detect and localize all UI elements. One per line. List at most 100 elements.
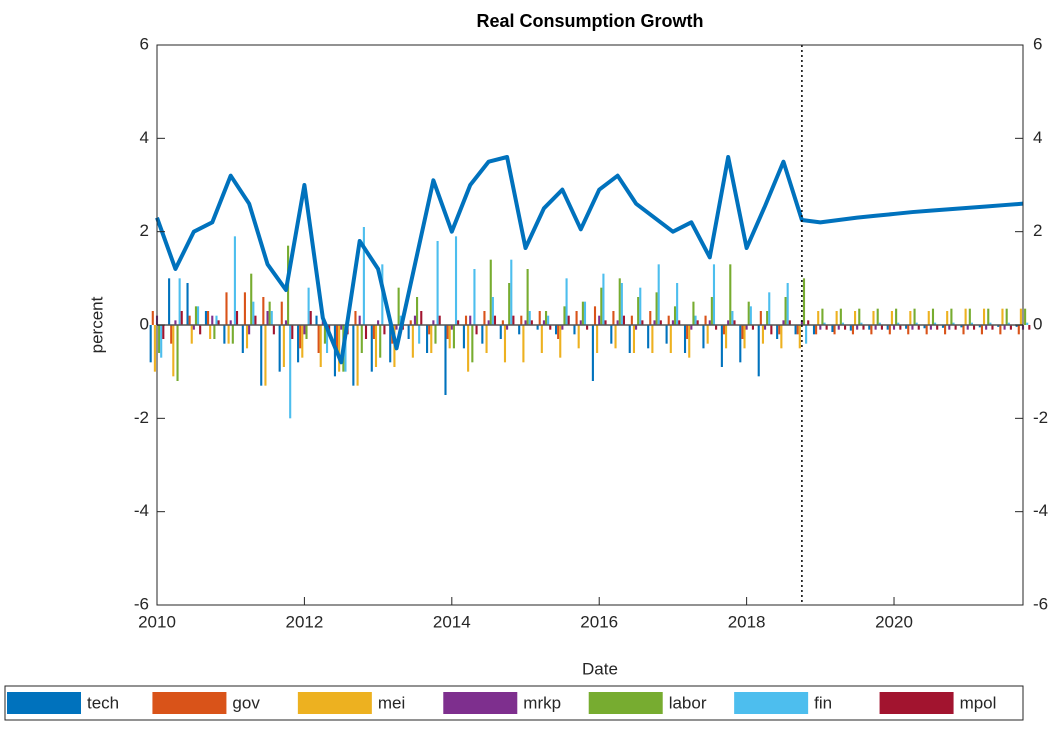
- bar: [557, 325, 560, 339]
- bar: [849, 325, 852, 331]
- bar: [970, 322, 973, 325]
- bar: [199, 325, 202, 335]
- bar: [188, 315, 191, 325]
- bar: [379, 325, 382, 358]
- bar: [931, 308, 935, 325]
- bar: [694, 315, 697, 325]
- bar: [819, 325, 822, 330]
- bar: [706, 325, 709, 344]
- y-axis-label: percent: [87, 296, 106, 353]
- bar: [780, 325, 783, 349]
- bar: [817, 311, 820, 325]
- bar: [338, 325, 341, 372]
- x-tick-label: 2012: [285, 612, 323, 631]
- bar: [272, 325, 275, 335]
- y-tick-label: 2: [140, 221, 149, 240]
- x-tick-label: 2014: [433, 612, 471, 631]
- bar: [319, 325, 322, 367]
- bar: [692, 301, 695, 325]
- bar: [508, 283, 511, 325]
- bar: [805, 325, 808, 344]
- bar: [978, 325, 981, 328]
- bar: [856, 325, 859, 330]
- bar: [876, 308, 879, 325]
- bar: [964, 308, 967, 325]
- bar: [696, 320, 699, 325]
- bar: [686, 325, 689, 339]
- bar: [925, 325, 928, 335]
- y2-tick-label: 0: [1033, 314, 1042, 333]
- bar: [430, 325, 433, 353]
- bar: [270, 311, 273, 325]
- bar: [364, 325, 368, 339]
- bar: [639, 287, 642, 325]
- bar: [812, 325, 816, 335]
- bar: [909, 311, 912, 325]
- bar: [471, 325, 474, 363]
- bar: [536, 325, 539, 330]
- bar: [289, 325, 292, 419]
- bar: [581, 301, 584, 325]
- bar: [280, 301, 283, 325]
- bar: [745, 325, 748, 330]
- bar: [612, 311, 615, 325]
- bar: [291, 325, 294, 339]
- bar: [784, 297, 787, 325]
- bar: [178, 278, 181, 325]
- bar: [966, 325, 969, 330]
- bar: [491, 297, 494, 325]
- bar: [303, 325, 306, 335]
- legend-label: mpol: [960, 693, 997, 712]
- bar: [651, 325, 654, 353]
- bar: [158, 325, 161, 353]
- bar: [297, 325, 300, 363]
- bar: [526, 269, 529, 325]
- bar: [362, 227, 365, 325]
- bar: [725, 325, 728, 349]
- bar: [176, 325, 179, 381]
- bar: [807, 320, 810, 325]
- bar: [897, 322, 900, 325]
- bar: [954, 325, 957, 330]
- bar: [1017, 325, 1020, 335]
- y2-tick-label: 2: [1033, 221, 1042, 240]
- bar: [162, 325, 165, 339]
- bar: [888, 325, 891, 335]
- bar: [223, 325, 226, 344]
- bar: [768, 292, 771, 325]
- bar: [352, 325, 355, 386]
- legend-label: tech: [87, 693, 119, 712]
- bar: [377, 320, 380, 325]
- chart-title: Real Consumption Growth: [477, 11, 704, 31]
- bar: [489, 259, 492, 325]
- bar: [620, 283, 623, 325]
- bar: [160, 325, 163, 358]
- bar: [528, 311, 531, 325]
- bar: [862, 325, 865, 330]
- bar: [722, 325, 726, 335]
- bar: [602, 273, 605, 325]
- bar: [577, 325, 580, 349]
- bar: [520, 315, 523, 325]
- x-tick-label: 2020: [875, 612, 913, 631]
- bar: [731, 311, 734, 325]
- bar: [683, 325, 687, 353]
- bar: [428, 325, 431, 335]
- bar: [229, 320, 232, 325]
- bar: [485, 325, 488, 353]
- bar: [948, 325, 951, 330]
- bar: [583, 301, 587, 325]
- bar: [409, 320, 412, 325]
- bar: [851, 325, 855, 335]
- bar: [418, 325, 421, 344]
- bar: [416, 297, 419, 325]
- bar: [262, 297, 265, 325]
- bar: [340, 325, 343, 330]
- bar: [432, 320, 435, 325]
- bar: [821, 308, 824, 325]
- bar: [1026, 322, 1029, 325]
- bar: [800, 320, 803, 325]
- bar: [798, 325, 801, 349]
- bar: [586, 325, 589, 330]
- bar: [747, 301, 750, 325]
